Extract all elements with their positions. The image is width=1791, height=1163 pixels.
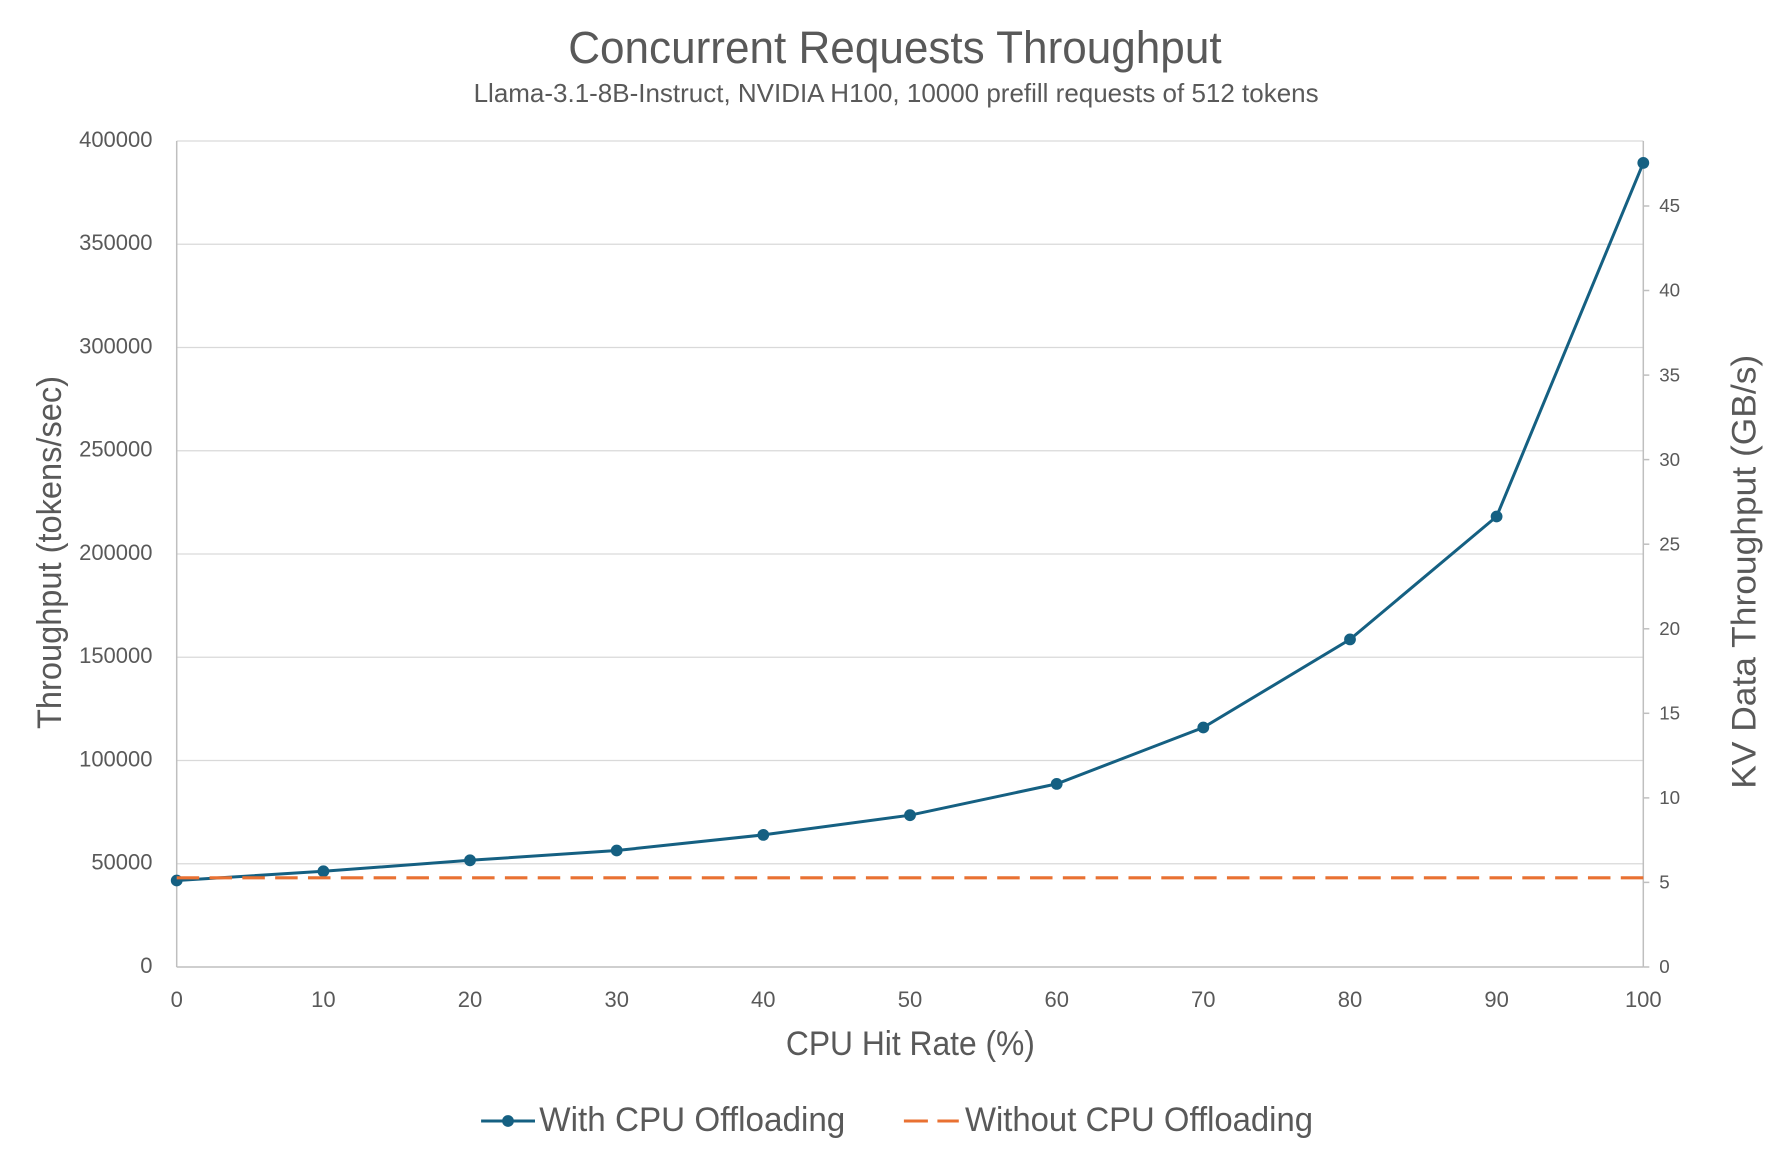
svg-text:0: 0 bbox=[171, 987, 183, 1012]
svg-text:20: 20 bbox=[458, 987, 482, 1012]
svg-text:200000: 200000 bbox=[79, 540, 152, 565]
svg-text:30: 30 bbox=[1659, 449, 1680, 470]
svg-text:40: 40 bbox=[1659, 280, 1680, 301]
svg-text:Without CPU Offloading: Without CPU Offloading bbox=[965, 1101, 1313, 1139]
svg-text:100: 100 bbox=[1625, 987, 1662, 1012]
svg-text:150000: 150000 bbox=[79, 643, 152, 668]
svg-text:350000: 350000 bbox=[79, 230, 152, 255]
svg-text:15: 15 bbox=[1659, 703, 1680, 724]
svg-text:10: 10 bbox=[1659, 787, 1680, 808]
svg-text:250000: 250000 bbox=[79, 437, 152, 462]
svg-text:Concurrent Requests Throughput: Concurrent Requests Throughput bbox=[568, 22, 1222, 73]
svg-text:Llama-3.1-8B-Instruct, NVIDIA: Llama-3.1-8B-Instruct, NVIDIA H100, 1000… bbox=[474, 78, 1319, 108]
svg-text:With CPU Offloading: With CPU Offloading bbox=[539, 1101, 845, 1139]
svg-text:Throughput (tokens/sec): Throughput (tokens/sec) bbox=[31, 376, 69, 729]
svg-text:80: 80 bbox=[1338, 987, 1362, 1012]
svg-text:60: 60 bbox=[1044, 987, 1068, 1012]
svg-text:CPU Hit Rate (%): CPU Hit Rate (%) bbox=[786, 1025, 1035, 1063]
svg-text:30: 30 bbox=[604, 987, 628, 1012]
svg-text:90: 90 bbox=[1484, 987, 1508, 1012]
svg-text:100000: 100000 bbox=[79, 746, 152, 771]
svg-text:45: 45 bbox=[1659, 195, 1680, 216]
svg-text:35: 35 bbox=[1659, 364, 1680, 385]
svg-text:5: 5 bbox=[1659, 872, 1669, 893]
svg-text:50000: 50000 bbox=[91, 850, 152, 875]
svg-text:400000: 400000 bbox=[79, 127, 152, 152]
svg-text:0: 0 bbox=[1659, 956, 1669, 977]
svg-text:50: 50 bbox=[898, 987, 922, 1012]
svg-text:20: 20 bbox=[1659, 618, 1680, 639]
svg-text:70: 70 bbox=[1191, 987, 1215, 1012]
svg-text:300000: 300000 bbox=[79, 333, 152, 358]
svg-text:25: 25 bbox=[1659, 533, 1680, 554]
svg-text:KV Data Throughput (GB/s): KV Data Throughput (GB/s) bbox=[1726, 355, 1764, 789]
svg-text:10: 10 bbox=[311, 987, 335, 1012]
svg-text:0: 0 bbox=[140, 953, 152, 978]
svg-text:40: 40 bbox=[751, 987, 775, 1012]
